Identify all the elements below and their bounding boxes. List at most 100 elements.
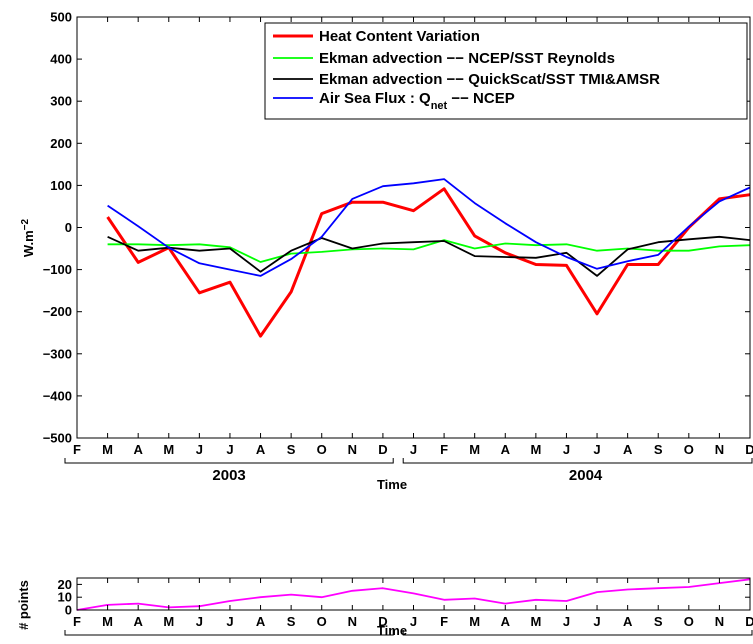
sub-x-tick-label: D (378, 614, 387, 629)
legend-item-air-sea-flux: Air Sea Flux : Qnet −− NCEP (273, 90, 515, 112)
legend-label-ekman-quickscat: Ekman advection −− QuickScat/SST TMI&AMS… (319, 71, 660, 88)
sub-x-tick-label: O (317, 614, 327, 629)
points-x-axis-label: Time (377, 623, 407, 638)
main-y-tick-label: −100 (43, 262, 72, 277)
legend-label-air-sea-flux-suffix: −− NCEP (447, 90, 515, 107)
main-y-tick-label: −300 (43, 346, 72, 361)
main-x-tick-label: M (163, 442, 174, 457)
sub-x-tick-label: N (715, 614, 724, 629)
main-x-tick-label: A (501, 442, 511, 457)
main-y-axis-label: W.m−2 (20, 218, 36, 257)
main-y-ticks: 500 400 300 200 100 0 −100 −200 −300 −400 −500 (43, 10, 750, 446)
legend-item-ekman-ncep: Ekman advection −− NCEP/SST Reynolds (273, 50, 615, 67)
sub-x-tick-label: S (287, 614, 296, 629)
sub-x-tick-label: A (256, 614, 266, 629)
legend-box (264, 22, 748, 120)
main-x-tick-label: J (226, 442, 233, 457)
main-x-tick-label: D (745, 442, 753, 457)
main-x-tick-label: A (133, 442, 143, 457)
sub-x-tick-label: J (593, 614, 600, 629)
main-y-tick-label: 0 (65, 220, 72, 235)
main-y-tick-label: 100 (50, 178, 72, 193)
main-y-tick-label: 400 (50, 52, 72, 67)
sub-year-bracket-2003 (64, 630, 394, 636)
main-chart: 500 400 300 200 100 0 −100 −200 −300 −400 −500 F M A… (20, 10, 753, 493)
legend-item-heat-content: Heat Content Variation (273, 28, 480, 45)
sub-x-tick-label: F (440, 614, 448, 629)
main-x-tick-label: J (196, 442, 203, 457)
main-y-tick-label: 200 (50, 136, 72, 151)
sub-x-tick-label: J (410, 614, 417, 629)
sub-y-tick-label: 0 (65, 603, 72, 618)
main-y-tick-label: −400 (43, 388, 72, 403)
sub-y-tick-label: 10 (58, 590, 72, 605)
legend-label-air-sea-flux-subscript: net (431, 100, 448, 112)
main-line-air-sea-flux-q (107, 178, 751, 277)
main-x-tick-label: D (378, 442, 387, 457)
sub-x-tick-label: D (745, 614, 753, 629)
main-x-tick-label: N (715, 442, 724, 457)
main-year-bracket-2003 (64, 458, 394, 464)
main-y-tick-label: −200 (43, 304, 72, 319)
sub-x-tick-label: M (102, 614, 113, 629)
sub-year-bracket-2004 (402, 630, 753, 636)
main-x-tick-label: M (530, 442, 541, 457)
sub-x-tick-label: A (501, 614, 511, 629)
main-x-tick-label: A (256, 442, 266, 457)
main-x-tick-label: F (73, 442, 81, 457)
sub-x-tick-label: M (163, 614, 174, 629)
main-x-tick-label: J (563, 442, 570, 457)
sub-x-tick-label: M (469, 614, 480, 629)
sub-x-tick-label: A (133, 614, 143, 629)
main-y-tick-label: 500 (50, 10, 72, 25)
sub-x-tick-label: N (348, 614, 357, 629)
main-year-label-2003: 2003 (212, 467, 245, 484)
legend-label-heat-content: Heat Content Variation (319, 28, 480, 45)
sub-x-tick-label: O (684, 614, 694, 629)
main-year-bracket-2004 (402, 458, 753, 464)
main-x-tick-label: S (654, 442, 663, 457)
main-x-tick-label: M (102, 442, 113, 457)
sub-x-tick-label: J (196, 614, 203, 629)
legend-item-ekman-quickscat: Ekman advection −− QuickScat/SST TMI&AMS… (273, 71, 660, 88)
main-y-tick-label: −500 (43, 431, 72, 446)
main-line-ekman-advection-ncep-sst-reynolds (107, 239, 751, 263)
sub-x-tick-label: S (654, 614, 663, 629)
main-y-axis-label-exponent: −2 (20, 218, 31, 230)
legend: Heat Content Variation Ekman advection −… (264, 22, 748, 120)
main-x-tick-label: M (469, 442, 480, 457)
main-x-tick-label: J (593, 442, 600, 457)
sub-x-tick-label: M (530, 614, 541, 629)
main-x-tick-label: N (348, 442, 357, 457)
legend-label-air-sea-flux: Air Sea Flux : Qnet −− NCEP (319, 90, 515, 112)
main-x-tick-label: O (317, 442, 327, 457)
legend-label-ekman-ncep: Ekman advection −− NCEP/SST Reynolds (319, 50, 615, 67)
main-series-group (106, 178, 751, 338)
sub-x-tick-label: A (623, 614, 633, 629)
sub-x-tick-label: J (226, 614, 233, 629)
main-year-label-2004: 2004 (569, 467, 603, 484)
main-line-heat-content-variation (106, 187, 751, 338)
main-x-tick-label: S (287, 442, 296, 457)
main-y-axis-label-base: W.m (21, 230, 36, 257)
points-y-axis-label: # points (16, 580, 31, 630)
main-x-tick-label: J (410, 442, 417, 457)
main-year-brackets: 2003 2004 (64, 458, 753, 484)
main-x-axis-label: Time (377, 477, 407, 492)
legend-label-air-sea-flux-base: Air Sea Flux : Q (319, 90, 431, 107)
points-series-group (76, 578, 751, 611)
main-x-tick-label: A (623, 442, 633, 457)
sub-y-tick-label: 20 (58, 577, 72, 592)
main-x-tick-label: F (440, 442, 448, 457)
main-x-tick-label: O (684, 442, 694, 457)
sub-x-tick-label: J (563, 614, 570, 629)
sub-line-series-0 (76, 578, 751, 611)
sub-x-tick-label: F (73, 614, 81, 629)
